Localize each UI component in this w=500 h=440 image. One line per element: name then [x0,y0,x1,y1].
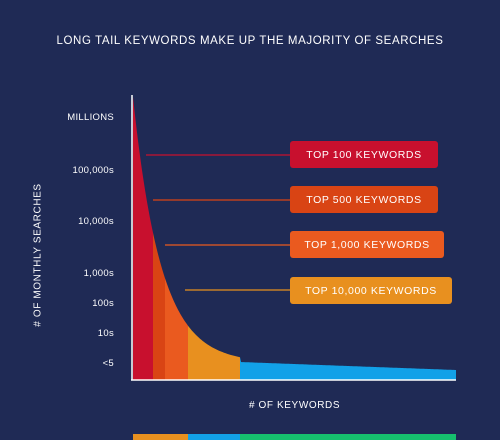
y-tick-1000s: 1,000s [83,268,114,279]
bottom-strip-blue [188,434,240,440]
bottom-strip-green [240,434,456,440]
callout-top-1000: TOP 1,000 KEYWORDS [290,231,444,258]
y-tick-less-than-5: <5 [102,358,114,369]
segment-rest-blue [240,357,456,380]
segment-top-500 [153,232,165,380]
x-axis-label: # OF KEYWORDS [249,400,341,411]
callout-top-10000: TOP 10,000 KEYWORDS [290,277,452,304]
callout-top-500: TOP 500 KEYWORDS [290,186,438,213]
segment-top-100 [133,97,153,380]
segment-top-1000 [165,278,188,380]
y-tick-millions: MILLIONS [67,112,114,123]
y-tick-10000s: 10,000s [78,216,114,227]
chart-title: LONG TAIL KEYWORDS MAKE UP THE MAJORITY … [56,35,444,47]
bottom-strip-orange [133,434,188,440]
callout-top-100: TOP 100 KEYWORDS [290,141,438,168]
y-tick-10s: 10s [97,328,114,339]
y-tick-100s: 100s [92,298,114,309]
segment-top-10000 [188,325,240,380]
y-tick-100000s: 100,000s [72,165,114,176]
